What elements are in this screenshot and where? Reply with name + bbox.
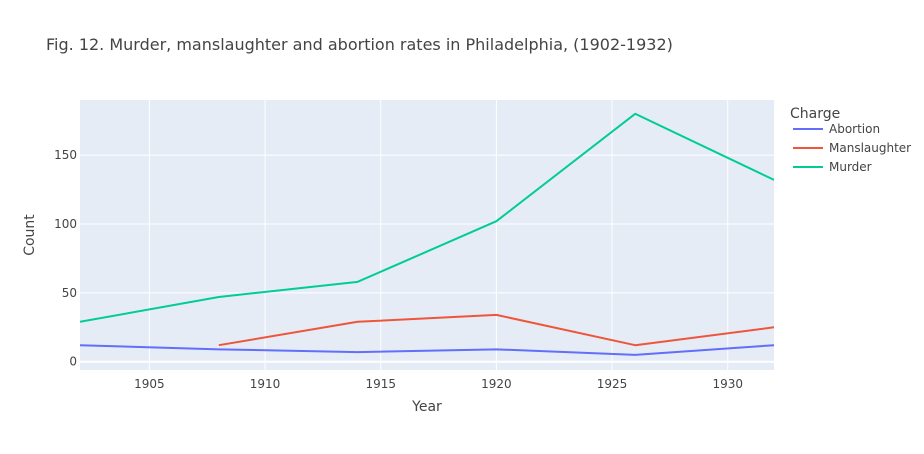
x-tick-label: 1920 (481, 377, 512, 391)
series-lines (80, 112, 774, 356)
x-axis-title: Year (411, 399, 442, 415)
y-axis-ticks: 0 50 100 150 (54, 148, 77, 369)
series-line-murder[interactable] (80, 112, 774, 323)
legend-label: Manslaughter (829, 141, 911, 155)
y-tick-label: 50 (62, 286, 77, 300)
legend-title: Charge (790, 106, 840, 122)
plot-background (80, 100, 774, 370)
x-tick-label: 1905 (134, 377, 165, 391)
series-line-manslaughter[interactable] (218, 313, 774, 347)
y-tick-label: 100 (54, 217, 77, 231)
y-tick-label: 0 (69, 355, 77, 369)
y-axis-title: Count (22, 214, 38, 256)
chart-title: Fig. 12. Murder, manslaughter and aborti… (46, 35, 673, 54)
x-tick-label: 1915 (365, 377, 396, 391)
grid-lines (80, 100, 774, 370)
legend-item-murder[interactable]: Murder (793, 160, 872, 174)
y-tick-label: 150 (54, 148, 77, 162)
legend-label: Murder (829, 160, 872, 174)
legend-items: Abortion Manslaughter Murder (793, 122, 911, 174)
x-tick-label: 1910 (250, 377, 281, 391)
x-tick-label: 1930 (712, 377, 743, 391)
legend-item-abortion[interactable]: Abortion (793, 122, 880, 136)
legend: Charge Abortion Manslaughter Murder (790, 106, 911, 174)
series-line-abortion[interactable] (80, 344, 774, 356)
legend-item-manslaughter[interactable]: Manslaughter (793, 141, 911, 155)
x-tick-label: 1925 (597, 377, 628, 391)
legend-label: Abortion (829, 122, 880, 136)
x-axis-ticks: 1905 1910 1915 1920 1925 1930 (134, 377, 743, 391)
